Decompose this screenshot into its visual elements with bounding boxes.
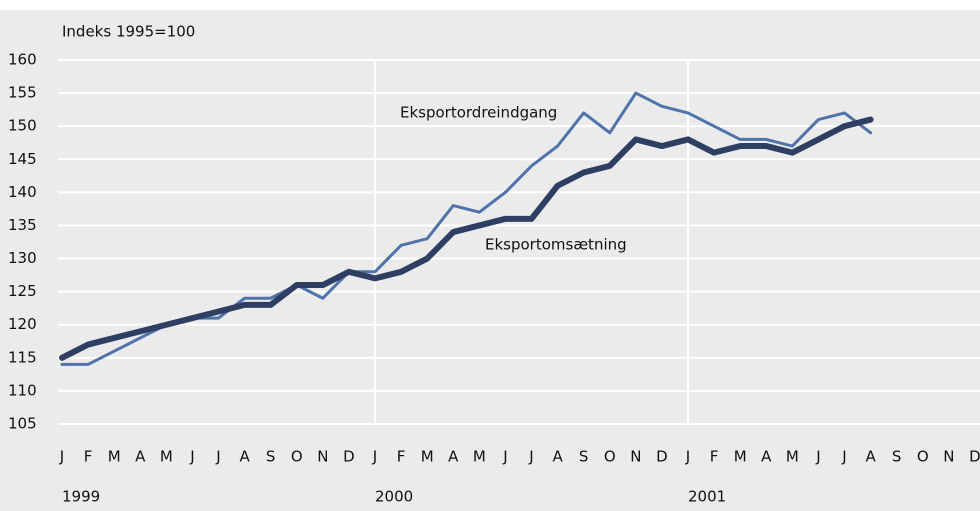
x-tick-label: J: [815, 448, 820, 466]
x-tick-label: M: [734, 448, 747, 466]
x-tick-label: M: [786, 448, 799, 466]
series-label: Eksportomsætning: [485, 236, 627, 254]
year-label: 1999: [62, 488, 100, 506]
y-tick-label: 105: [8, 415, 37, 433]
x-tick-label: J: [502, 448, 507, 466]
y-tick-label: 150: [8, 117, 37, 135]
y-tick-label: 110: [8, 381, 37, 399]
x-tick-label: F: [397, 448, 406, 466]
x-tick-label: M: [421, 448, 434, 466]
x-tick-label: F: [84, 448, 93, 466]
year-label: 2001: [688, 488, 726, 506]
y-tick-label: 155: [8, 84, 37, 102]
background: [0, 10, 980, 511]
x-tick-label: F: [710, 448, 719, 466]
x-tick-label: O: [917, 448, 929, 466]
x-tick-label: J: [215, 448, 220, 466]
line: [59, 116, 874, 361]
x-tick-label: N: [943, 448, 954, 466]
y-tick-label: 120: [8, 315, 37, 333]
axis-title: Indeks 1995=100: [62, 23, 195, 41]
x-tick-label: J: [59, 448, 64, 466]
y-tick-label: 160: [8, 51, 37, 69]
y-tick-label: 140: [8, 183, 37, 201]
x-tick-label: D: [969, 448, 980, 466]
x-tick-label: S: [579, 448, 589, 466]
x-tick-label: M: [108, 448, 121, 466]
x-tick-label: M: [473, 448, 486, 466]
y-tick-label: 125: [8, 282, 37, 300]
x-tick-label: J: [189, 448, 194, 466]
x-tick-label: O: [604, 448, 616, 466]
x-tick-label: J: [685, 448, 690, 466]
x-tick-label: A: [135, 448, 146, 466]
x-tick-label: A: [239, 448, 250, 466]
y-tick-label: 130: [8, 249, 37, 267]
x-tick-label: N: [317, 448, 328, 466]
x-tick-label: A: [865, 448, 876, 466]
y-tick-label: 145: [8, 150, 37, 168]
x-tick-label: J: [528, 448, 533, 466]
x-tick-label: O: [291, 448, 303, 466]
x-tick-label: A: [448, 448, 459, 466]
x-tick-label: A: [552, 448, 563, 466]
year-label: 2000: [375, 488, 413, 506]
y-tick-label: 135: [8, 216, 37, 234]
series-label: Eksportordreindgang: [400, 104, 557, 122]
x-tick-label: J: [841, 448, 846, 466]
x-tick-label: D: [343, 448, 355, 466]
x-tick-label: N: [630, 448, 641, 466]
x-tick-label: A: [761, 448, 772, 466]
x-tick-label: J: [372, 448, 377, 466]
x-tick-label: D: [656, 448, 668, 466]
x-tick-label: S: [266, 448, 276, 466]
y-tick-label: 115: [8, 348, 37, 366]
x-tick-label: S: [892, 448, 902, 466]
x-tick-label: M: [160, 448, 173, 466]
